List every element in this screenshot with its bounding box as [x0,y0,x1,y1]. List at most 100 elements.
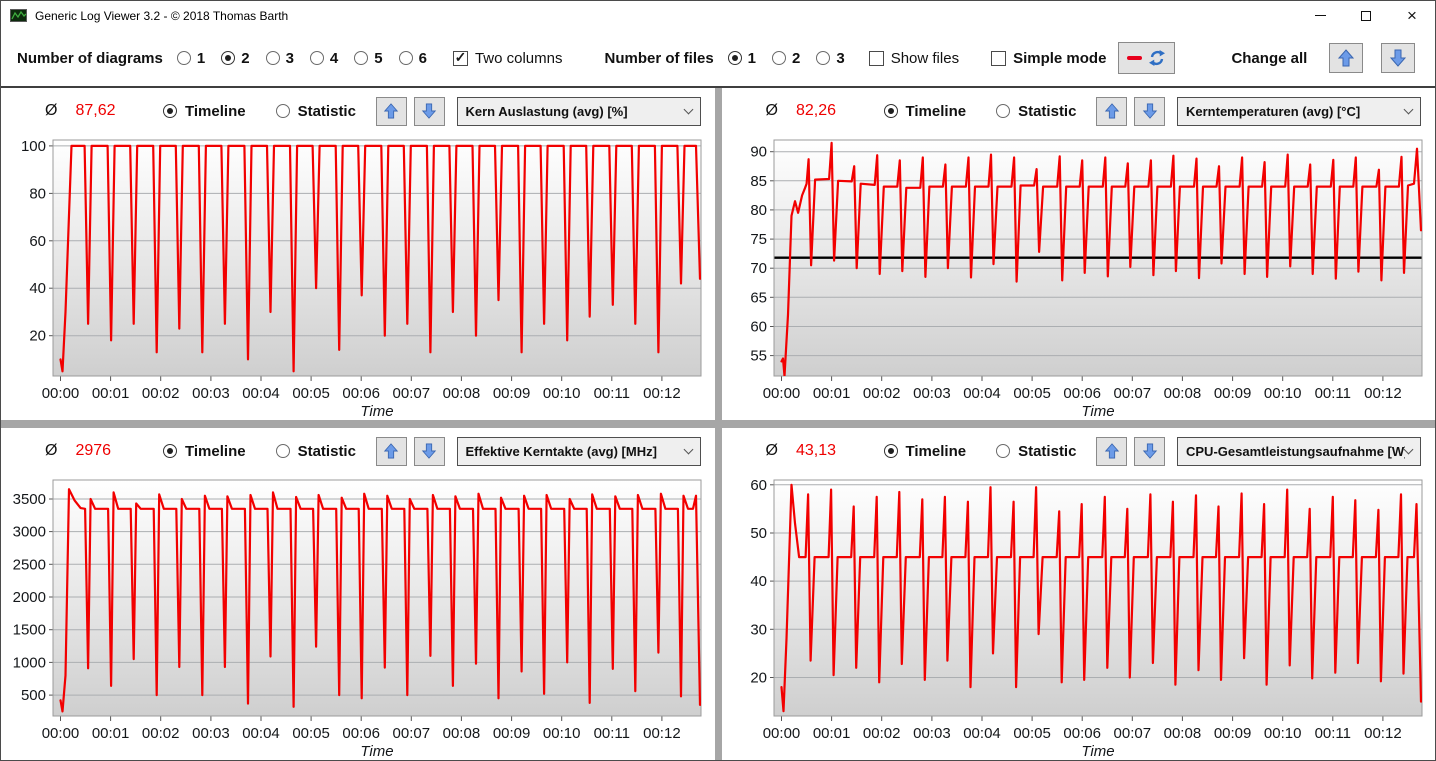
change-all-down-button[interactable] [1381,43,1416,73]
svg-text:00:09: 00:09 [493,385,531,402]
timeline-radio[interactable] [883,444,898,458]
line-style-refresh-button[interactable] [1118,42,1176,74]
show-files-checkbox[interactable] [868,50,884,66]
metric-up-button[interactable] [375,436,407,466]
maximize-icon [1361,10,1371,21]
svg-text:65: 65 [750,289,767,306]
svg-text:20: 20 [29,328,46,345]
metric-dropdown[interactable]: CPU-Gesamtleistungsaufnahme [W] [1177,436,1421,466]
statistic-radio[interactable] [275,444,290,458]
statistic-radio[interactable] [275,104,290,118]
diagram-count-radios: 1 2 3 4 5 6 [176,49,427,67]
svg-text:500: 500 [21,687,46,704]
metric-up-button[interactable] [375,96,407,126]
timeline-chart[interactable]: 500 1000 1500 2000 2500 3000 3500 00:00 00:01 00:… [1,474,715,760]
timeline-chart[interactable]: 20 40 60 80 100 00:00 00:01 00:02 00:03 00:04 00:0… [1,134,715,420]
svg-text:00:10: 00:10 [543,385,581,402]
statistic-radio[interactable] [996,104,1011,118]
timeline-radio[interactable] [163,104,177,118]
metric-down-button[interactable] [413,96,445,126]
average-symbol: Ø [765,102,778,119]
metric-down-button[interactable] [413,436,445,466]
diagrams-radio-5-label: 5 [374,49,383,67]
minimize-icon [1314,15,1326,16]
timeline-radio-label: Timeline [185,102,246,120]
svg-text:90: 90 [750,144,767,161]
diagrams-radio-6-label: 6 [418,49,427,67]
timeline-radio[interactable] [163,444,177,458]
metric-up-button[interactable] [1096,96,1127,126]
arrow-up-icon [1338,49,1355,67]
statistic-radio[interactable] [996,444,1011,458]
svg-text:00:06: 00:06 [1063,385,1101,402]
metric-down-button[interactable] [1134,96,1165,126]
files-radio-1-label: 1 [747,49,757,67]
diagrams-radio-3[interactable] [265,51,280,65]
svg-text:00:07: 00:07 [393,385,431,402]
timeline-chart[interactable]: 55 60 65 70 75 80 85 90 00:00 00:01 00:02 00:03 00:0… [722,134,1436,420]
vertical-splitter[interactable] [714,88,722,420]
metric-dropdown[interactable]: Kerntemperaturen (avg) [°C] [1177,96,1421,126]
horizontal-splitter[interactable] [1,420,1435,428]
arrow-up-icon [383,443,399,459]
svg-text:3000: 3000 [13,524,46,541]
timeline-radio-label: Timeline [185,442,246,460]
svg-text:00:07: 00:07 [1113,725,1151,742]
minimize-button[interactable] [1297,1,1343,30]
svg-text:00:02: 00:02 [862,385,900,402]
show-files-label: Show files [890,49,960,67]
svg-text:80: 80 [750,202,767,219]
svg-text:3500: 3500 [13,491,46,508]
arrow-up-icon [1104,443,1119,459]
svg-text:Time: Time [1081,403,1114,420]
maximize-button[interactable] [1343,1,1389,30]
diagram-panel-bottom-left: Ø 2976 Timeline Statistic Effektive Kern… [1,428,715,760]
timeline-chart[interactable]: 20 30 40 50 60 00:00 00:01 00:02 00:03 00:04 00:05… [722,474,1436,760]
svg-text:00:10: 00:10 [1263,385,1301,402]
metric-down-button[interactable] [1134,436,1165,466]
arrow-up-icon [383,103,399,119]
number-of-diagrams-label: Number of diagrams [17,49,163,67]
svg-text:00:03: 00:03 [192,725,230,742]
diagrams-radio-4-label: 4 [329,49,339,67]
svg-text:00:12: 00:12 [1364,385,1402,402]
svg-text:00:10: 00:10 [1263,725,1301,742]
chevron-down-icon [683,104,693,114]
average-value: 2976 [75,442,112,459]
metric-dropdown-value: Effektive Kerntakte (avg) [MHz] [465,443,657,459]
svg-text:00:04: 00:04 [963,725,1001,742]
diagrams-radio-1[interactable] [176,51,191,65]
metric-up-button[interactable] [1096,436,1127,466]
close-button[interactable]: × [1389,1,1435,30]
diagrams-radio-2[interactable] [221,51,236,65]
diagrams-radio-6[interactable] [398,51,413,65]
files-radio-2[interactable] [772,51,787,65]
simple-mode-checkbox[interactable] [991,50,1007,66]
svg-text:00:08: 00:08 [1163,725,1201,742]
svg-text:00:05: 00:05 [292,385,330,402]
svg-text:00:03: 00:03 [913,725,951,742]
window-title: Generic Log Viewer 3.2 - © 2018 Thomas B… [35,8,289,23]
svg-text:00:04: 00:04 [242,725,280,742]
svg-text:00:02: 00:02 [142,725,180,742]
files-radio-1[interactable] [727,51,742,65]
files-radio-3[interactable] [816,51,831,65]
change-all-up-button[interactable] [1329,43,1364,73]
two-columns-checkbox[interactable] [452,50,468,66]
diagrams-radio-4[interactable] [309,51,324,65]
svg-text:60: 60 [750,477,767,494]
diagrams-radio-5[interactable] [354,51,369,65]
app-logo-icon [10,9,27,22]
timeline-radio[interactable] [883,104,898,118]
svg-text:00:09: 00:09 [493,725,531,742]
average-symbol: Ø [45,442,58,459]
metric-dropdown[interactable]: Effektive Kerntakte (avg) [MHz] [456,436,701,466]
vertical-splitter[interactable] [714,428,722,760]
timeline-radio-label: Timeline [905,442,967,460]
svg-text:60: 60 [29,233,46,250]
panel-header: Ø 43,13 Timeline Statistic CPU-Gesamtlei… [722,428,1436,474]
diagram-grid: Ø 87,62 Timeline Statistic Kern Auslastu… [1,88,1435,760]
arrow-down-icon [421,103,437,119]
two-columns-label: Two columns [474,49,563,67]
metric-dropdown[interactable]: Kern Auslastung (avg) [%] [456,96,701,126]
